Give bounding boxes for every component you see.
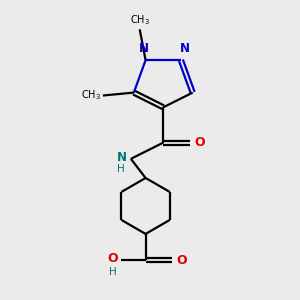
Text: N: N <box>139 42 149 55</box>
Text: O: O <box>107 252 118 266</box>
Text: CH$_3$: CH$_3$ <box>130 13 150 27</box>
Text: O: O <box>194 136 205 149</box>
Text: H: H <box>109 267 117 277</box>
Text: O: O <box>176 254 187 267</box>
Text: N: N <box>180 42 190 55</box>
Text: N: N <box>117 151 127 164</box>
Text: H: H <box>117 164 124 174</box>
Text: CH$_3$: CH$_3$ <box>80 88 100 102</box>
